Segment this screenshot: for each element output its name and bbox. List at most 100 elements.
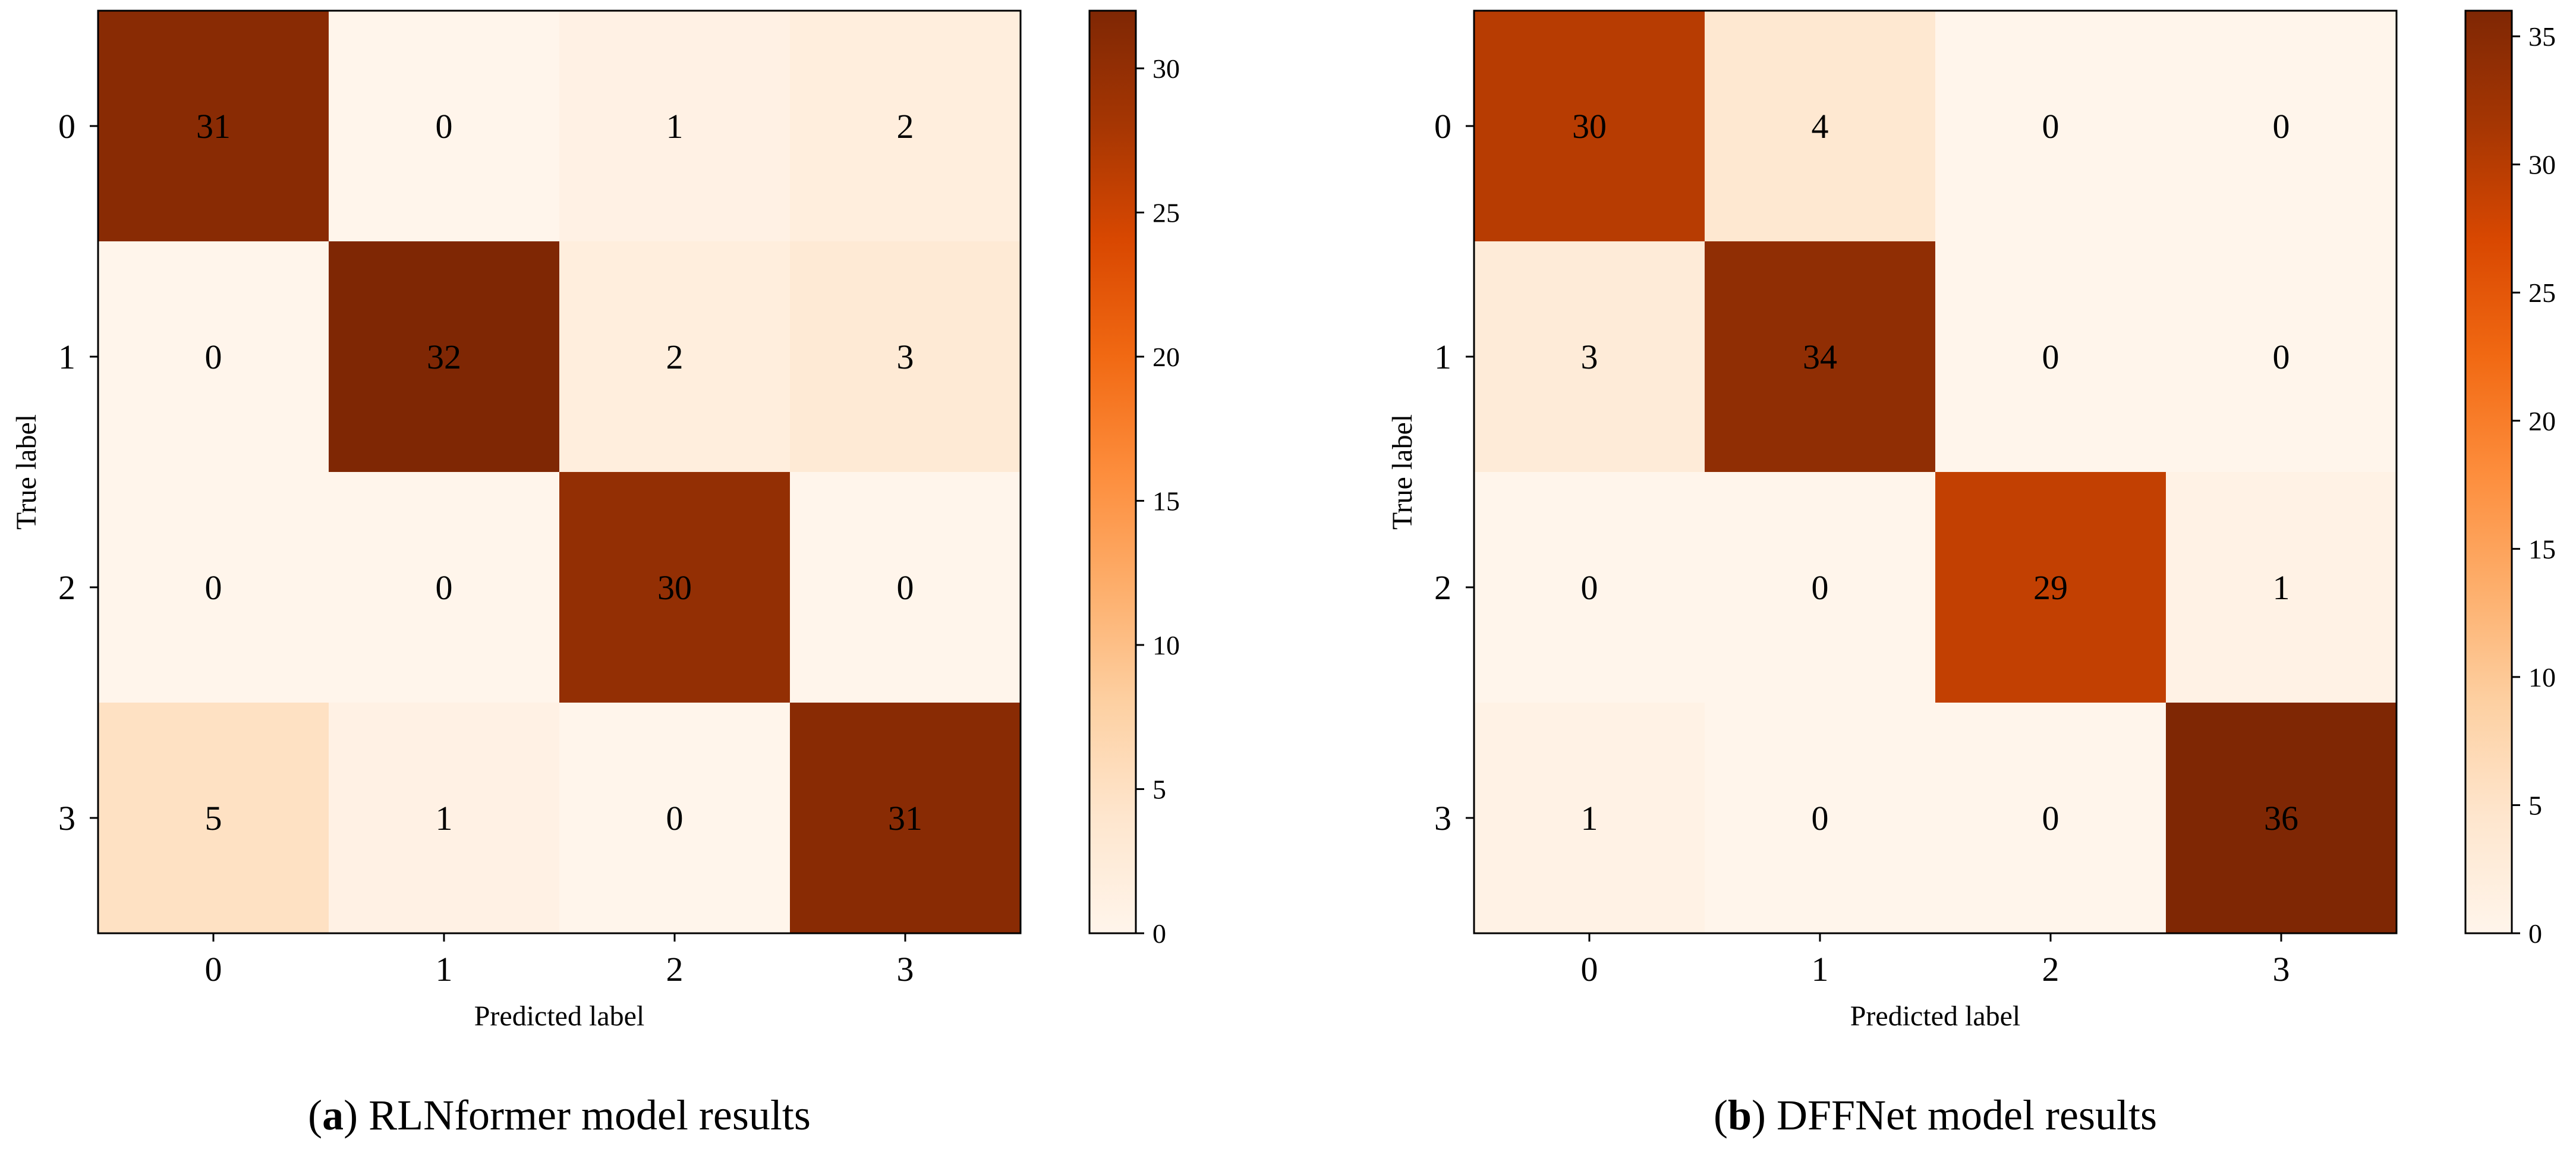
colorbar-a-tick-label: 0 bbox=[1152, 918, 1166, 949]
heatmap-b-value-0-3: 0 bbox=[2273, 107, 2290, 146]
colorbar-b-tick-label: 15 bbox=[2528, 534, 2556, 564]
colorbar-b-tick-label: 30 bbox=[2528, 150, 2556, 180]
heatmap-a-xtick-label: 3 bbox=[897, 950, 914, 989]
heatmap-a-ytick-label: 0 bbox=[58, 107, 75, 146]
heatmap-b-cell-1-0 bbox=[1474, 241, 1705, 473]
heatmap-a-xtick-label: 1 bbox=[436, 950, 453, 989]
heatmap-b-cell-2-3 bbox=[2166, 472, 2397, 703]
heatmap-b-value-2-0: 0 bbox=[1581, 568, 1598, 607]
heatmap-a-cell-3-1 bbox=[329, 703, 560, 934]
heatmap-b-cells: 30 4 0 0 3 34 0 0 0 0 29 1 1 0 0 36 bbox=[1474, 11, 2397, 934]
colorbar-a-tick-label: 25 bbox=[1152, 198, 1180, 228]
heatmap-b-xtick-label: 0 bbox=[1581, 950, 1598, 989]
caption-a: (a) RLNformer model results bbox=[308, 1091, 811, 1139]
heatmap-b-value-2-3: 1 bbox=[2273, 568, 2290, 607]
heatmap-b-value-0-1: 4 bbox=[1812, 107, 1829, 146]
colorbar-b-tick-label: 25 bbox=[2528, 278, 2556, 308]
heatmap-a-ytick-label: 3 bbox=[58, 799, 75, 838]
heatmap-b-value-2-2: 29 bbox=[2033, 568, 2068, 607]
heatmap-a-value-3-0: 5 bbox=[205, 799, 222, 838]
heatmap-a-cell-0-0 bbox=[98, 11, 329, 242]
heatmap-a-cell-1-3 bbox=[790, 241, 1021, 473]
caption-b-text: DFFNet model results bbox=[1777, 1091, 2157, 1139]
heatmap-b-value-1-2: 0 bbox=[2042, 338, 2059, 376]
heatmap-a-value-0-3: 2 bbox=[897, 107, 914, 146]
heatmap-b-value-1-0: 3 bbox=[1581, 338, 1598, 376]
colorbar-b-tick-label: 20 bbox=[2528, 406, 2556, 436]
heatmap-a-value-3-2: 0 bbox=[666, 799, 684, 838]
heatmap-a-x-ticks: 0 1 2 3 bbox=[205, 933, 914, 989]
heatmap-a-value-1-0: 0 bbox=[205, 338, 222, 376]
heatmap-a-ylabel: True label bbox=[11, 414, 42, 530]
heatmap-b-cell-1-2 bbox=[1935, 241, 2166, 473]
colorbar-a-tick-label: 30 bbox=[1152, 53, 1180, 84]
heatmap-a-xlabel: Predicted label bbox=[474, 1000, 645, 1032]
heatmap-b-ytick-label: 0 bbox=[1434, 107, 1451, 146]
heatmap-a-value-1-2: 2 bbox=[666, 338, 684, 376]
colorbar-a bbox=[1088, 10, 1137, 934]
heatmap-a-value-2-1: 0 bbox=[436, 568, 453, 607]
heatmap-b-cell-1-3 bbox=[2166, 241, 2397, 473]
heatmap-a-ytick-label: 2 bbox=[58, 568, 75, 607]
heatmap-b-cell-0-1 bbox=[1705, 11, 1936, 242]
heatmap-b-value-0-0: 30 bbox=[1572, 107, 1607, 146]
heatmap-b-ytick-label: 2 bbox=[1434, 568, 1451, 607]
heatmap-a-value-3-1: 1 bbox=[436, 799, 453, 838]
heatmap-b-cell-3-0 bbox=[1474, 703, 1705, 934]
heatmap-a-value-0-0: 31 bbox=[196, 107, 231, 146]
colorbar-b-ticks: 0 5 10 15 20 25 30 35 bbox=[2512, 21, 2556, 949]
heatmap-b-value-3-1: 0 bbox=[1812, 799, 1829, 838]
heatmap-b-cell-1-1 bbox=[1705, 241, 1936, 473]
heatmap-a-cell-3-3 bbox=[790, 703, 1021, 934]
colorbar-a-tick-label: 10 bbox=[1152, 630, 1180, 660]
heatmap-a-cell-3-0 bbox=[98, 703, 329, 934]
caption-a-letter: a bbox=[322, 1091, 344, 1139]
heatmap-a-cell-1-0 bbox=[98, 241, 329, 473]
colorbar-b-tick-label: 10 bbox=[2528, 662, 2556, 693]
heatmap-b-xtick-label: 3 bbox=[2273, 950, 2290, 989]
heatmap-a-cell-0-1 bbox=[329, 11, 560, 242]
heatmap-a-ytick-label: 1 bbox=[58, 338, 75, 376]
heatmap-a-cell-3-2 bbox=[559, 703, 791, 934]
heatmap-b-cell-2-0 bbox=[1474, 472, 1705, 703]
heatmap-b-xtick-label: 1 bbox=[1812, 950, 1829, 989]
heatmap-a-cell-0-3 bbox=[790, 11, 1021, 242]
heatmap-b-value-1-3: 0 bbox=[2273, 338, 2290, 376]
heatmap-a-value-3-3: 31 bbox=[888, 799, 922, 838]
heatmap-b-cell-0-0 bbox=[1474, 11, 1705, 242]
heatmap-a-cell-2-2 bbox=[559, 472, 791, 703]
heatmap-a-cell-0-2 bbox=[559, 11, 791, 242]
heatmap-a-value-0-1: 0 bbox=[436, 107, 453, 146]
heatmap-a-cell-2-1 bbox=[329, 472, 560, 703]
heatmap-a-value-2-3: 0 bbox=[897, 568, 914, 607]
heatmap-a-cell-1-1 bbox=[329, 241, 560, 473]
heatmap-b-value-1-1: 34 bbox=[1803, 338, 1837, 376]
heatmap-a-value-1-1: 32 bbox=[427, 338, 461, 376]
heatmap-b-value-3-0: 1 bbox=[1581, 799, 1598, 838]
heatmap-b-cell-2-1 bbox=[1705, 472, 1936, 703]
colorbar-a-tick-label: 20 bbox=[1152, 342, 1180, 372]
heatmap-a-frame bbox=[97, 10, 1022, 934]
heatmap-b-cell-2-2 bbox=[1935, 472, 2166, 703]
caption-b-letter: b bbox=[1728, 1091, 1752, 1139]
heatmap-a-value-2-0: 0 bbox=[205, 568, 222, 607]
heatmap-a-cells: 31 0 1 20 32 2 30 0 30 05 1 0 31 bbox=[98, 11, 1021, 934]
heatmap-a-cell-2-3 bbox=[790, 472, 1021, 703]
heatmap-b-cell-0-3 bbox=[2166, 11, 2397, 242]
colorbar-a-tick-label: 5 bbox=[1152, 775, 1166, 805]
colorbar-b-tick-label: 0 bbox=[2528, 918, 2542, 949]
colorbar-b bbox=[2464, 10, 2513, 934]
heatmap-a-value-1-3: 3 bbox=[897, 338, 914, 376]
heatmap-a-value-0-2: 1 bbox=[666, 107, 684, 146]
heatmap-a-cell-2-0 bbox=[98, 472, 329, 703]
caption-a-text: RLNformer model results bbox=[369, 1091, 811, 1139]
heatmap-b-ylabel: True label bbox=[1387, 414, 1418, 530]
colorbar-a-ticks: 0 5 10 15 20 25 30 bbox=[1136, 53, 1180, 949]
heatmap-a-value-2-2: 30 bbox=[657, 568, 692, 607]
colorbar-b-tick-label: 5 bbox=[2528, 790, 2542, 820]
heatmap-b-value-2-1: 0 bbox=[1812, 568, 1829, 607]
heatmap-b-xtick-label: 2 bbox=[2042, 950, 2059, 989]
